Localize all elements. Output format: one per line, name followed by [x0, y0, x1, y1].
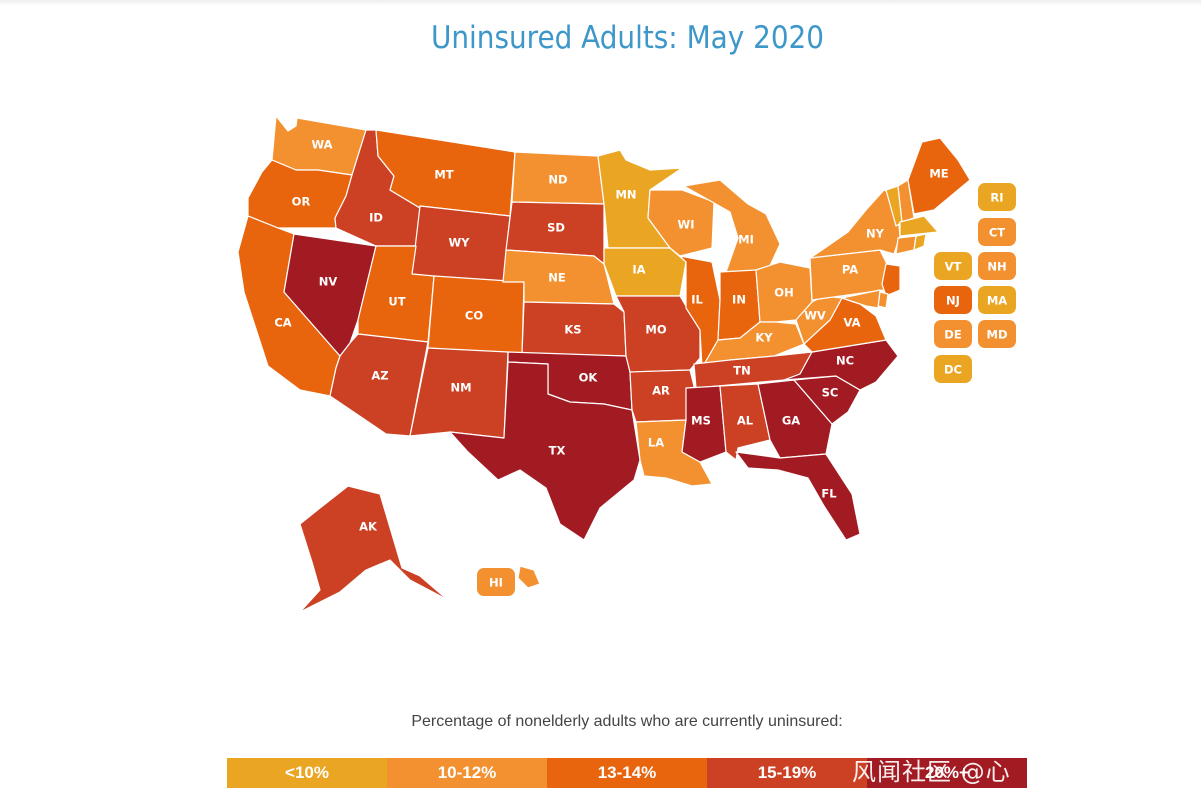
- tile-ct[interactable]: [978, 218, 1016, 246]
- state-label: PA: [842, 263, 858, 277]
- state-nj[interactable]: [881, 263, 901, 297]
- legend-bin-20-plus[interactable]: 20%+: [867, 758, 1027, 788]
- state-hi[interactable]: [517, 565, 541, 589]
- tile-de[interactable]: [934, 320, 972, 348]
- state-label: VA: [843, 316, 860, 330]
- state-label: OR: [292, 195, 311, 209]
- tile-nj[interactable]: [934, 286, 972, 314]
- state-label: SD: [547, 221, 565, 235]
- legend-bin-under-10[interactable]: <10%: [227, 758, 387, 788]
- state-label: AZ: [371, 369, 388, 383]
- state-label: ME: [929, 167, 948, 181]
- state-label: SC: [822, 386, 839, 400]
- state-label: TX: [549, 444, 566, 458]
- state-me[interactable]: [907, 137, 971, 215]
- tile-label: RI: [990, 191, 1003, 205]
- state-az[interactable]: [329, 333, 429, 437]
- watermark: 风闻社区 @心: [852, 758, 1011, 786]
- state-label: MT: [434, 168, 453, 182]
- state-label: CA: [274, 316, 291, 330]
- state-ak[interactable]: [299, 485, 449, 613]
- tile-label: VT: [945, 260, 962, 274]
- tile-label: DE: [944, 328, 962, 342]
- top-shade: [0, 0, 1201, 6]
- state-label: ND: [548, 173, 567, 187]
- state-label: MI: [738, 233, 754, 247]
- state-label: NC: [836, 354, 854, 368]
- tile-nh[interactable]: [978, 252, 1016, 280]
- state-label: CO: [465, 309, 483, 323]
- state-label: WY: [448, 236, 470, 250]
- tile-dc[interactable]: [934, 355, 972, 383]
- state-label: IA: [632, 263, 645, 277]
- state-label: KY: [755, 331, 773, 345]
- state-ny[interactable]: [809, 189, 901, 259]
- state-tx[interactable]: [449, 361, 641, 541]
- tile-hi[interactable]: [477, 568, 515, 596]
- page-title: Uninsured Adults: May 2020: [430, 20, 825, 56]
- state-label: MS: [691, 414, 711, 428]
- state-label: NV: [319, 275, 338, 289]
- state-label: OH: [774, 286, 793, 300]
- state-ct[interactable]: [895, 235, 917, 255]
- tile-label: NH: [987, 260, 1006, 274]
- legend-bin-13-14[interactable]: 13-14%: [547, 758, 707, 788]
- tile-label: DC: [944, 363, 962, 377]
- state-label: WA: [311, 138, 332, 152]
- tile-label: MA: [987, 294, 1007, 308]
- state-fl[interactable]: [735, 451, 861, 541]
- state-label: WV: [804, 309, 826, 323]
- state-ri[interactable]: [913, 233, 927, 251]
- legend-caption: Percentage of nonelderly adults who are …: [411, 713, 843, 730]
- state-label: IN: [732, 293, 746, 307]
- tile-md[interactable]: [978, 320, 1016, 348]
- state-label: FL: [821, 487, 837, 501]
- tile-label: MD: [987, 328, 1008, 342]
- legend-bin-10-12[interactable]: 10-12%: [387, 758, 547, 788]
- state-ma[interactable]: [899, 215, 939, 237]
- tile-ma[interactable]: [978, 286, 1016, 314]
- state-wi[interactable]: [647, 189, 715, 257]
- state-label: NE: [548, 271, 566, 285]
- state-label: UT: [388, 295, 405, 309]
- state-label: AR: [652, 384, 670, 398]
- state-label: OK: [579, 371, 599, 385]
- state-labels: WA OR CA NV ID MT WY UT AZ CO NM ND SD N…: [274, 138, 948, 534]
- state-label: IL: [691, 293, 703, 307]
- state-label: KS: [564, 323, 581, 337]
- tile-label: NJ: [946, 294, 960, 308]
- small-state-tiles: RI CT VT NH NJ MA DE MD DC HI: [477, 183, 1016, 596]
- legend: <10% 10-12% 13-14% 15-19% 20%+: [227, 758, 1027, 788]
- state-label: NM: [450, 381, 471, 395]
- state-label: AK: [359, 520, 378, 534]
- state-label: WI: [678, 218, 695, 232]
- state-label: MO: [645, 323, 666, 337]
- state-label: NY: [866, 227, 885, 241]
- state-label: ID: [369, 211, 383, 225]
- state-label: LA: [648, 436, 664, 450]
- legend-bin-15-19[interactable]: 15-19%: [707, 758, 867, 788]
- tile-vt[interactable]: [934, 252, 972, 280]
- state-label: MN: [615, 188, 636, 202]
- tile-label: HI: [489, 576, 503, 590]
- state-mi[interactable]: [683, 179, 781, 273]
- tile-label: CT: [989, 226, 1005, 240]
- state-label: TN: [733, 364, 750, 378]
- tile-ri[interactable]: [978, 183, 1016, 211]
- state-label: GA: [782, 414, 800, 428]
- state-md[interactable]: [841, 289, 881, 309]
- state-label: AL: [737, 414, 754, 428]
